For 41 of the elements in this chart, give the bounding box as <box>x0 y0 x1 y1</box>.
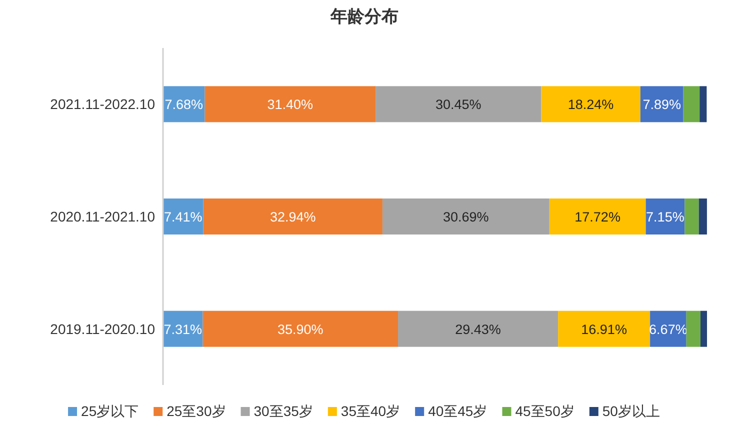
bar <box>683 86 700 122</box>
data-label: 32.94% <box>270 210 316 224</box>
bar <box>398 310 558 347</box>
bar <box>382 198 550 234</box>
bar <box>549 198 646 234</box>
data-label: 7.89% <box>642 97 681 112</box>
bar <box>640 86 684 122</box>
data-label: 7.31% <box>164 322 202 337</box>
legend-label: 25岁以下 <box>81 403 139 419</box>
y-tick-label: 2020.11-2021.10 <box>50 208 156 224</box>
data-label: 30.45% <box>435 97 482 112</box>
bar <box>202 310 398 347</box>
legend-label: 40至45岁 <box>428 403 488 419</box>
legend-label: 35至40岁 <box>340 403 400 419</box>
bar <box>684 198 699 234</box>
data-label: 18.24% <box>568 97 614 112</box>
data-label: 16.91% <box>581 322 627 337</box>
data-label: 35.90% <box>277 322 324 337</box>
data-label: 7.68% <box>164 97 204 112</box>
bar <box>700 310 707 347</box>
data-label: 30.69% <box>443 210 489 224</box>
bar <box>203 198 382 234</box>
bar <box>376 86 542 122</box>
bar <box>686 310 700 347</box>
bar <box>558 310 650 347</box>
data-label: 17.72% <box>574 210 620 224</box>
bar <box>204 86 376 122</box>
data-label: 29.43% <box>455 322 501 337</box>
legend-label: 45至50岁 <box>515 403 574 419</box>
y-tick-label: 2019.11-2020.10 <box>50 320 156 337</box>
legend-label: 50岁以上 <box>602 403 660 419</box>
y-tick-label: 2021.11-2022.10 <box>50 96 156 112</box>
legend-label: 30至35岁 <box>254 403 313 419</box>
data-label: 7.41% <box>164 210 202 224</box>
data-label: 7.15% <box>646 210 684 224</box>
legend-label: 25至30岁 <box>166 403 226 419</box>
data-label: 31.40% <box>267 97 314 112</box>
bar <box>541 86 640 122</box>
chart-title: 年龄分布 <box>330 7 398 26</box>
bar <box>700 86 707 122</box>
bar <box>698 198 707 234</box>
